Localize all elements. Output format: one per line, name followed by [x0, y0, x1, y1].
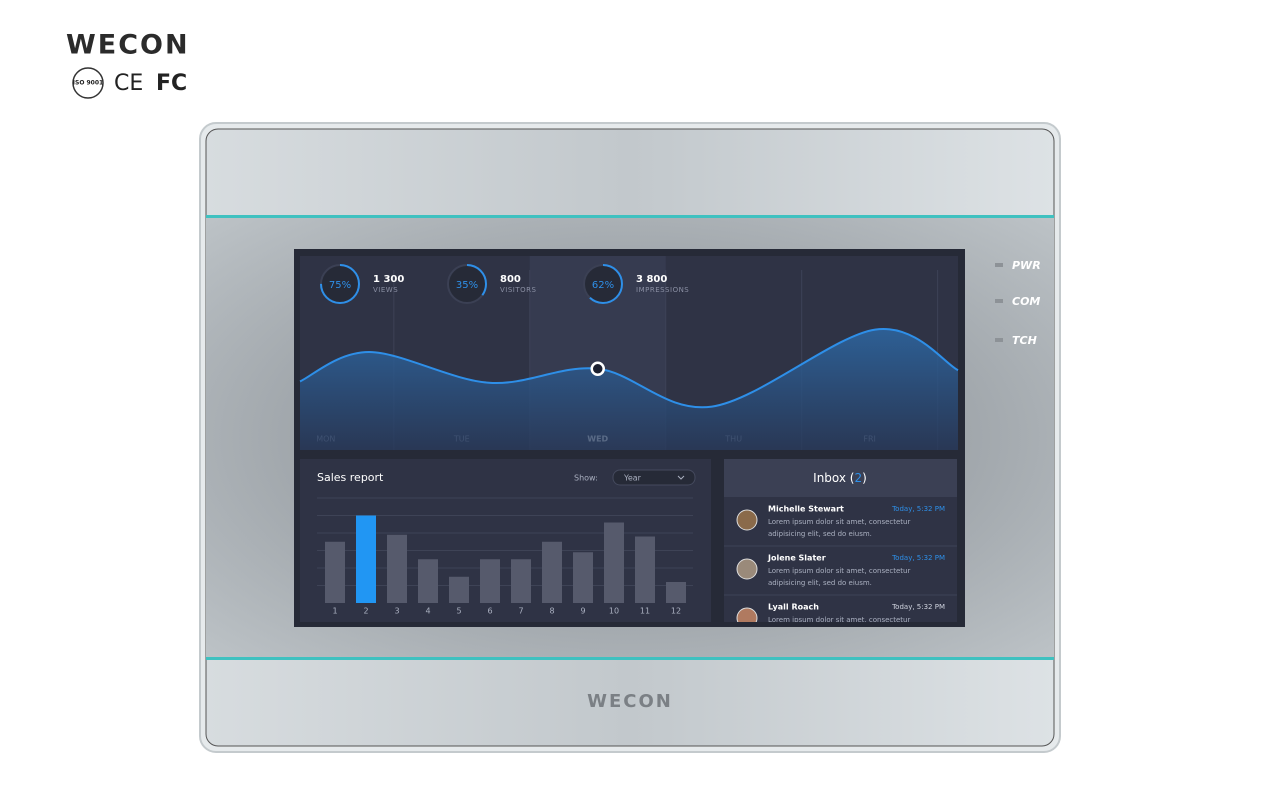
message-preview: Lorem ipsum dolor sit amet, consectetur [768, 616, 910, 624]
iso-badge [72, 67, 104, 99]
ring [583, 264, 623, 304]
panel-title: Sales report [317, 471, 384, 484]
highlight-point [590, 361, 605, 377]
message-list: Michelle Stewart Today, 5:32 PM Lorem ipsu… [724, 505, 957, 624]
ring [320, 264, 360, 304]
message-preview: adipisicing elit, sed do eiusm. [768, 579, 872, 587]
message-time: Today, 5:32 PM [891, 603, 945, 611]
teal-stripe [206, 215, 1054, 218]
bar [635, 536, 655, 603]
ring-label: 35% [456, 280, 478, 291]
indicator-led [995, 299, 1003, 303]
x-tick-label: 9 [580, 607, 585, 616]
x-tick-label: 8 [549, 607, 554, 616]
message-preview: Lorem ipsum dolor sit amet, consectetur [768, 518, 910, 526]
x-tick-label: 11 [640, 607, 650, 616]
line [299, 328, 959, 409]
avatar [736, 509, 758, 531]
certification: ISO 9001 [73, 80, 103, 87]
stat-value: 1 300 [373, 274, 404, 285]
bar [449, 576, 469, 603]
bar [511, 559, 531, 603]
stat-label: VISITORS [500, 286, 537, 294]
indicator-label: TCH [1012, 334, 1037, 347]
inbox-header [724, 459, 957, 497]
message-time: Today, 5:32 PM [891, 554, 945, 562]
bar [666, 582, 686, 603]
x-tick-label: 1 [332, 607, 337, 616]
bar [387, 534, 407, 603]
teal-stripe [206, 657, 1054, 660]
x-tick-label: 4 [425, 607, 430, 616]
certification: CE [114, 71, 143, 96]
x-tick-label: 5 [456, 607, 461, 616]
stat-value: 800 [500, 274, 521, 285]
x-tick-label: 10 [609, 607, 619, 616]
bar [604, 522, 624, 603]
sender-name: Michelle Stewart [768, 505, 844, 514]
message-time: Today, 5:32 PM [891, 505, 945, 513]
avatar [736, 607, 758, 622]
ring [447, 264, 487, 304]
x-tick-label: 6 [487, 607, 492, 616]
filter-value: Year [623, 474, 642, 483]
brand-logo: WECON [66, 30, 190, 61]
message-preview: Lorem ipsum dolor sit amet, consectetur [768, 567, 910, 575]
inbox-title: Inbox (2) [813, 471, 867, 485]
ring-label: 75% [329, 280, 351, 291]
stat-value: 3 800 [636, 274, 667, 285]
area [300, 328, 958, 450]
bar [325, 541, 345, 603]
filter-label: Show: [574, 474, 598, 483]
indicator-label: PWR [1012, 259, 1041, 272]
inbox-title-part: ) [862, 471, 867, 485]
sender-name: Lyall Roach [768, 603, 819, 612]
indicator-label: COM [1012, 295, 1040, 308]
bar [480, 559, 500, 603]
certification: FC [156, 71, 187, 96]
bar [356, 515, 376, 603]
inbox-title-part: Inbox ( [813, 471, 854, 485]
bar [418, 559, 438, 603]
dropdown-arrow [677, 475, 685, 480]
ring-label: 62% [592, 280, 614, 291]
avatar [736, 558, 758, 580]
bar [573, 552, 593, 603]
message-preview: adipisicing elit, sed do eiusm. [768, 530, 872, 538]
x-tick-label: 3 [394, 607, 399, 616]
x-tick-label: 7 [518, 607, 523, 616]
device-logo: WECON [587, 691, 673, 712]
x-tick-label: 2 [363, 607, 368, 616]
indicator-led [995, 338, 1003, 342]
stat-label: VIEWS [373, 286, 398, 294]
dashboard: PWRCOMTCHMONTUEWEDTHUFRI75%1 300VIEWS35%… [299, 256, 1041, 624]
bar [542, 541, 562, 603]
inbox-title-part: 2 [855, 471, 863, 485]
x-tick-label: 12 [671, 607, 681, 616]
indicator-led [995, 263, 1003, 267]
sender-name: Jolene Slater [767, 554, 826, 563]
stat-label: IMPRESSIONS [636, 286, 689, 294]
filter-select[interactable] [612, 469, 696, 486]
